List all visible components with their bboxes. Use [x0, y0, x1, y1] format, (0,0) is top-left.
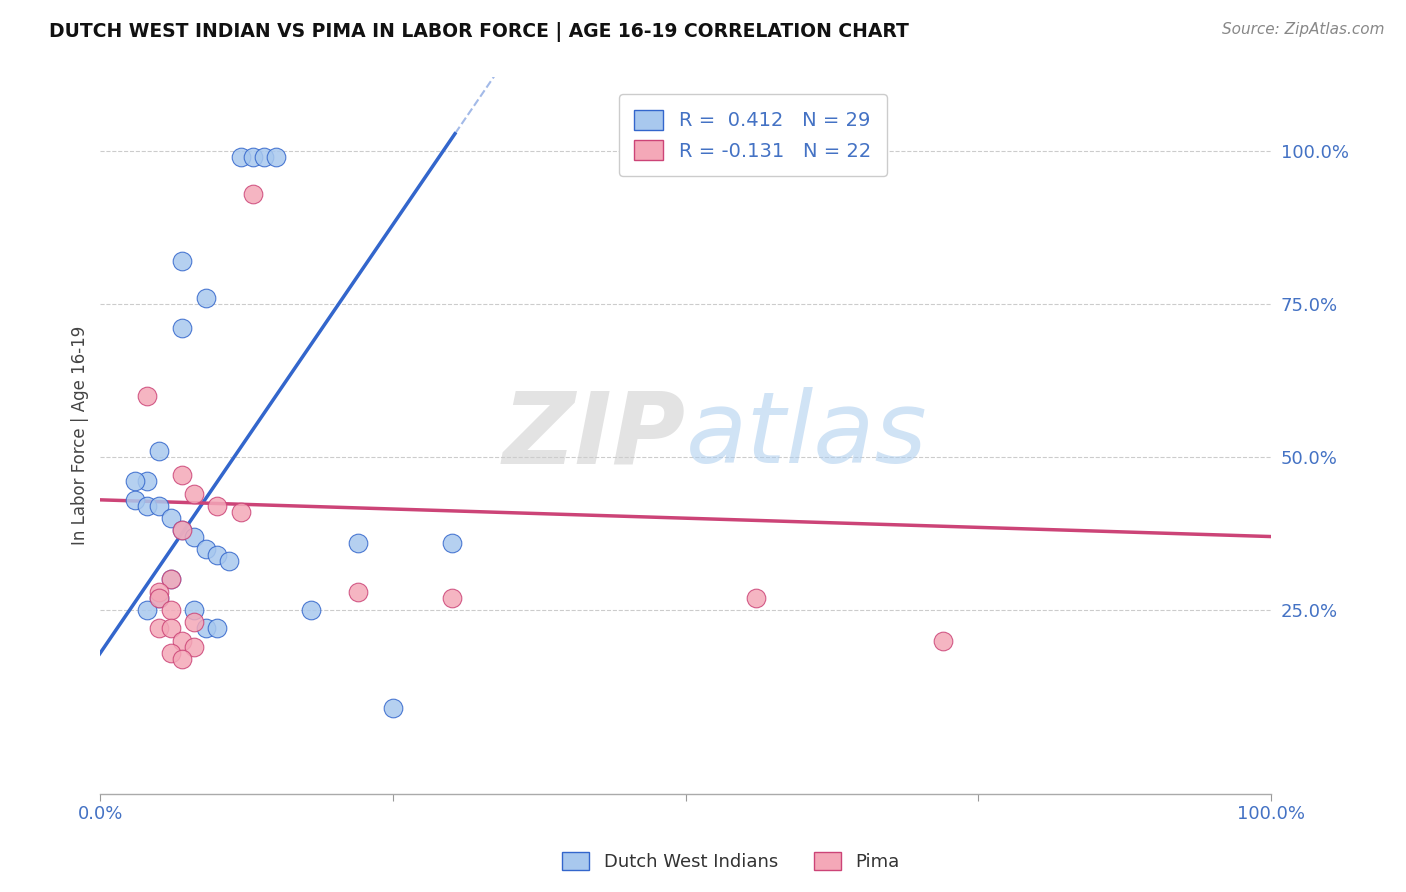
Point	[172, 524, 194, 538]
Point	[136, 475, 159, 489]
Point	[124, 475, 146, 489]
Point	[136, 389, 159, 403]
Text: ZIP: ZIP	[503, 387, 686, 484]
Point	[932, 633, 955, 648]
Point	[242, 150, 264, 164]
Point	[229, 150, 252, 164]
Point	[148, 621, 170, 635]
Point	[172, 524, 194, 538]
Point	[299, 603, 322, 617]
Point	[148, 499, 170, 513]
Point	[207, 499, 229, 513]
Y-axis label: In Labor Force | Age 16-19: In Labor Force | Age 16-19	[72, 326, 89, 545]
Point	[136, 499, 159, 513]
Point	[183, 530, 205, 544]
Point	[253, 150, 276, 164]
Point	[264, 150, 287, 164]
Point	[159, 603, 181, 617]
Point	[218, 554, 240, 568]
Point	[194, 541, 217, 556]
Point	[207, 548, 229, 562]
Point	[159, 646, 181, 660]
Point	[229, 505, 252, 519]
Point	[172, 321, 194, 335]
Point	[207, 621, 229, 635]
Text: atlas: atlas	[686, 387, 928, 484]
Legend: Dutch West Indians, Pima: Dutch West Indians, Pima	[555, 845, 907, 879]
Legend: R =  0.412   N = 29, R = -0.131   N = 22: R = 0.412 N = 29, R = -0.131 N = 22	[619, 95, 887, 177]
Point	[148, 584, 170, 599]
Point	[148, 591, 170, 605]
Point	[347, 584, 370, 599]
Point	[159, 573, 181, 587]
Point	[382, 701, 405, 715]
Point	[159, 511, 181, 525]
Text: Source: ZipAtlas.com: Source: ZipAtlas.com	[1222, 22, 1385, 37]
Point	[194, 621, 217, 635]
Point	[172, 468, 194, 483]
Point	[172, 254, 194, 268]
Point	[745, 591, 768, 605]
Point	[347, 535, 370, 549]
Point	[183, 486, 205, 500]
Point	[159, 621, 181, 635]
Point	[183, 615, 205, 630]
Point	[183, 603, 205, 617]
Point	[440, 591, 463, 605]
Point	[124, 492, 146, 507]
Point	[172, 633, 194, 648]
Point	[148, 443, 170, 458]
Point	[194, 291, 217, 305]
Point	[148, 591, 170, 605]
Point	[242, 186, 264, 201]
Point	[159, 573, 181, 587]
Text: DUTCH WEST INDIAN VS PIMA IN LABOR FORCE | AGE 16-19 CORRELATION CHART: DUTCH WEST INDIAN VS PIMA IN LABOR FORCE…	[49, 22, 910, 42]
Point	[172, 652, 194, 666]
Point	[183, 640, 205, 654]
Point	[136, 603, 159, 617]
Point	[440, 535, 463, 549]
